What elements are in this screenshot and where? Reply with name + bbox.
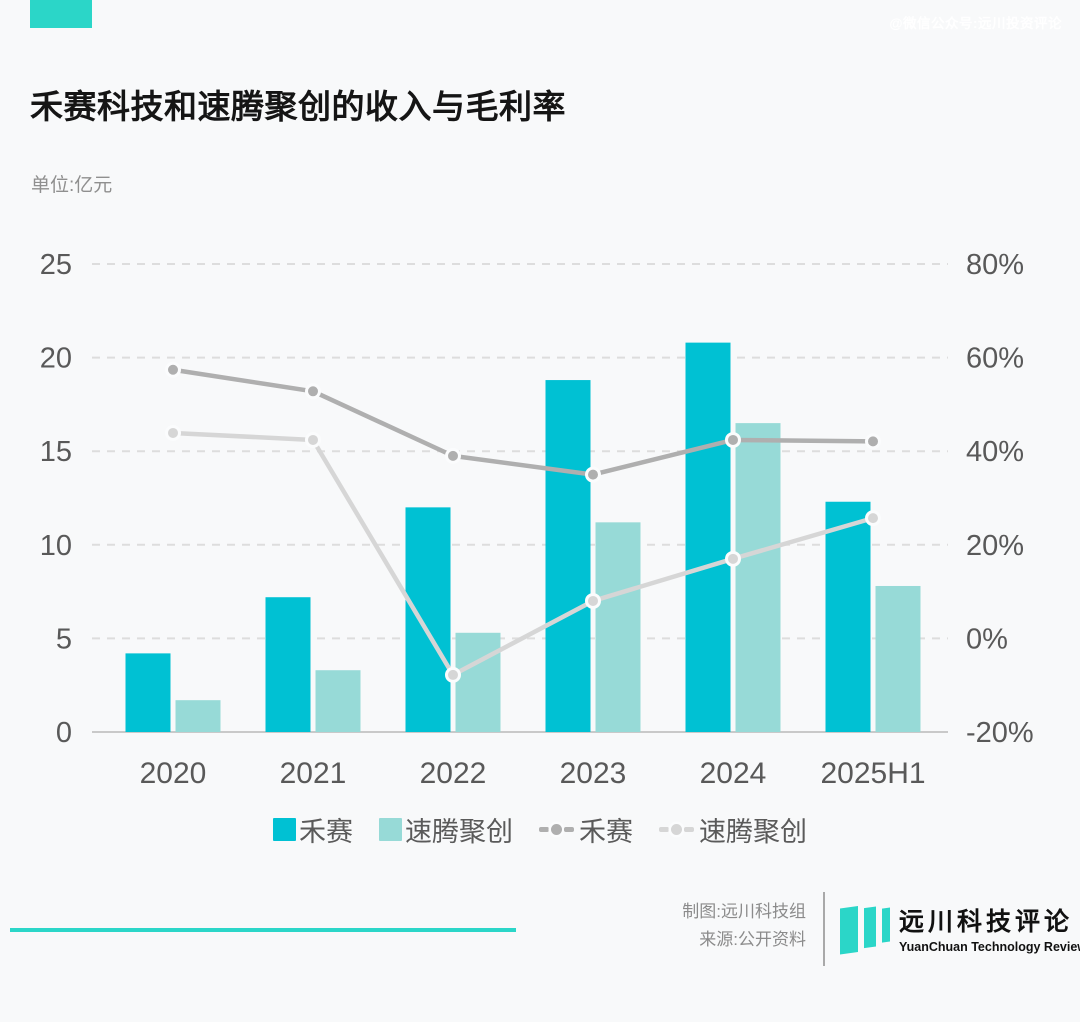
x-axis-label-2025H1: 2025H1 [820, 757, 925, 790]
yuanchuan-logo-icon [840, 901, 890, 955]
right-axis-tick: 20% [966, 530, 1024, 562]
bar-禾赛-2023 [545, 380, 591, 732]
bar-速腾聚创-2022 [455, 632, 501, 732]
brand-accent-square [30, 0, 92, 28]
left-axis-tick: 20 [40, 343, 72, 375]
watermark-text: @微信公众号:远川投资评论 [889, 16, 1062, 31]
left-axis-tick: 25 [40, 249, 72, 281]
right-axis-tick: 0% [966, 623, 1008, 655]
right-axis-tick: -20% [966, 717, 1034, 749]
logo-bar-2 [864, 906, 876, 949]
credit-maker: 制图:远川科技组 [682, 902, 806, 921]
legend-label-hesai-bar: 禾赛 [299, 817, 353, 847]
point-禾赛-2023 [585, 466, 601, 483]
point-速腾聚创-2025H1 [865, 510, 881, 527]
legend-item-robosense-line: 速腾聚创 [659, 810, 807, 849]
x-axis-label-2023: 2023 [560, 757, 627, 790]
point-速腾聚创-2020 [165, 424, 181, 441]
legend-line-swatch-robosense [659, 824, 694, 835]
x-axis-label-2021: 2021 [280, 757, 347, 790]
point-禾赛-2021 [305, 383, 321, 400]
left-axis-tick: 10 [40, 530, 72, 562]
bar-速腾聚创-2024 [735, 423, 781, 732]
left-axis-tick: 15 [40, 436, 72, 468]
point-速腾聚创-2023 [585, 592, 601, 609]
legend-bar-swatch-robosense [379, 818, 402, 841]
point-速腾聚创-2024 [725, 550, 741, 567]
point-速腾聚创-2022 [445, 666, 461, 683]
chart-legend: 禾赛 速腾聚创 禾赛 速腾聚创 [0, 810, 1080, 849]
line-禾赛 [172, 367, 874, 477]
logo-name-cn: 远川科技评论 [899, 908, 1074, 936]
credit-source: 来源:公开资料 [699, 930, 806, 949]
legend-item-hesai-line: 禾赛 [539, 810, 633, 849]
credits-block: 制图:远川科技组 来源:公开资料 [682, 898, 806, 954]
bar-禾赛-2022 [405, 507, 451, 732]
x-axis-label-2022: 2022 [420, 757, 487, 790]
left-axis-tick: 0 [56, 717, 72, 749]
legend-line-swatch-hesai [539, 824, 574, 835]
legend-bar-swatch-hesai [273, 818, 296, 841]
line-速腾聚创 [172, 430, 874, 678]
chart-title: 禾赛科技和速腾聚创的收入与毛利率 [30, 88, 566, 125]
bar-禾赛-2024 [685, 342, 731, 732]
legend-label-hesai-line: 禾赛 [579, 817, 633, 847]
logo-bar-3 [882, 907, 890, 943]
legend-label-robosense-bar: 速腾聚创 [405, 817, 513, 847]
bar-速腾聚创-2021 [315, 670, 361, 732]
logo-bar-1 [840, 905, 858, 955]
bar-速腾聚创-2023 [595, 522, 641, 732]
point-禾赛-2024 [725, 431, 741, 448]
point-禾赛-2022 [445, 447, 461, 464]
right-axis-tick: 40% [966, 436, 1024, 468]
point-禾赛-2020 [165, 361, 181, 378]
footer-accent-line [10, 928, 516, 932]
point-禾赛-2025H1 [865, 433, 881, 450]
right-axis-tick: 80% [966, 249, 1024, 281]
bar-禾赛-2025H1 [825, 501, 871, 732]
footer-divider [823, 892, 825, 966]
bar-禾赛-2021 [265, 597, 311, 732]
logo-text: 远川科技评论 YuanChuan Technology Review [899, 902, 1080, 954]
x-axis-label-2020: 2020 [140, 757, 207, 790]
unit-label: 单位:亿元 [31, 175, 113, 196]
x-axis-label-2024: 2024 [700, 757, 767, 790]
bar-速腾聚创-2020 [175, 700, 221, 732]
right-axis-tick: 60% [966, 343, 1024, 375]
legend-item-robosense-bar: 速腾聚创 [379, 810, 513, 849]
logo-name-en: YuanChuan Technology Review [899, 940, 1080, 954]
yuanchuan-logo: 远川科技评论 YuanChuan Technology Review [840, 901, 1080, 955]
legend-label-robosense-line: 速腾聚创 [699, 817, 807, 847]
bar-禾赛-2020 [125, 653, 171, 732]
point-速腾聚创-2021 [305, 431, 321, 448]
bar-速腾聚创-2025H1 [875, 585, 921, 732]
legend-item-hesai-bar: 禾赛 [273, 810, 353, 849]
left-axis-tick: 5 [56, 623, 72, 655]
